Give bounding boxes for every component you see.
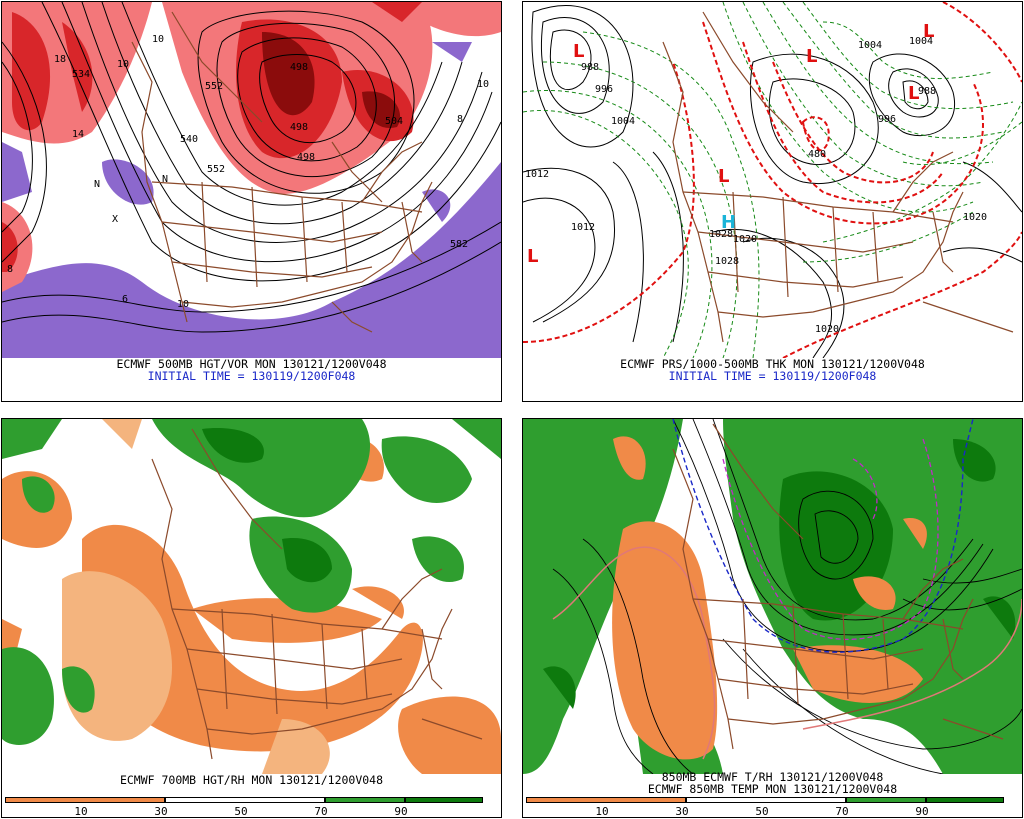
panel-title: ECMWF PRS/1000-500MB THK MON 130121/1200… bbox=[620, 357, 925, 371]
svg-text:L: L bbox=[573, 41, 584, 62]
svg-text:1028: 1028 bbox=[709, 229, 733, 240]
temp850-map bbox=[523, 419, 1022, 774]
panel-pressure-thickness: H L L L L L L 988 996 1004 1012 1012 1020 10… bbox=[522, 1, 1023, 402]
scale-tick: 90 bbox=[394, 805, 408, 818]
svg-text:L: L bbox=[718, 166, 729, 187]
svg-text:504: 504 bbox=[385, 116, 403, 127]
svg-text:498: 498 bbox=[290, 62, 308, 73]
initial-time: INITIAL TIME = 130119/1200F048 bbox=[147, 369, 356, 383]
svg-text:1004: 1004 bbox=[611, 116, 635, 127]
scale-tick: 30 bbox=[154, 805, 168, 818]
svg-text:18: 18 bbox=[54, 54, 66, 65]
svg-text:L: L bbox=[908, 83, 919, 104]
svg-text:552: 552 bbox=[207, 164, 225, 175]
svg-text:10: 10 bbox=[477, 79, 489, 90]
scale-tick: 10 bbox=[595, 805, 609, 818]
svg-text:1020: 1020 bbox=[733, 234, 757, 245]
scale-tick: 70 bbox=[314, 805, 328, 818]
svg-text:N: N bbox=[162, 174, 168, 185]
svg-text:552: 552 bbox=[205, 81, 223, 92]
panel-subtitle: ECMWF 850MB TEMP MON 130121/1200V048 bbox=[647, 782, 898, 796]
panel-700mb-height-rh: ECMWF 700MB HGT/RH MON 130121/1200V048 1… bbox=[1, 418, 502, 818]
svg-text:H: H bbox=[721, 212, 736, 233]
svg-text:1012: 1012 bbox=[525, 169, 549, 180]
svg-text:10: 10 bbox=[152, 34, 164, 45]
svg-text:L: L bbox=[527, 246, 538, 267]
rh700-map bbox=[2, 419, 501, 774]
svg-text:582: 582 bbox=[450, 239, 468, 250]
svg-text:1004: 1004 bbox=[909, 36, 933, 47]
vorticity-map: 534 540 552 582 552 498 498 498 504 10 18 10 10 6… bbox=[2, 2, 501, 358]
svg-text:X: X bbox=[112, 214, 118, 225]
svg-text:498: 498 bbox=[290, 122, 308, 133]
svg-text:10: 10 bbox=[177, 299, 189, 310]
pressure-map: H L L L L L L 988 996 1004 1012 1012 1020 10… bbox=[523, 2, 1022, 358]
scale-tick: 70 bbox=[835, 805, 849, 818]
svg-text:996: 996 bbox=[595, 84, 613, 95]
svg-text:6: 6 bbox=[122, 294, 128, 305]
rh-color-scale bbox=[5, 797, 483, 803]
panel-title: ECMWF 700MB HGT/RH MON 130121/1200V048 bbox=[119, 773, 384, 787]
svg-text:L: L bbox=[806, 46, 817, 67]
svg-text:N: N bbox=[94, 179, 100, 190]
scale-tick: 90 bbox=[915, 805, 929, 818]
svg-text:8: 8 bbox=[7, 264, 13, 275]
panel-title: ECMWF 500MB HGT/VOR MON 130121/1200V048 bbox=[116, 357, 387, 371]
panel-title: 850MB ECMWF T/RH 130121/1200V048 bbox=[661, 770, 884, 784]
svg-text:498: 498 bbox=[297, 152, 315, 163]
svg-text:996: 996 bbox=[878, 114, 896, 125]
scale-tick: 50 bbox=[755, 805, 769, 818]
svg-text:540: 540 bbox=[180, 134, 198, 145]
svg-text:988: 988 bbox=[581, 62, 599, 73]
svg-text:L: L bbox=[923, 21, 934, 42]
svg-text:534: 534 bbox=[72, 69, 90, 80]
panel-850mb-temp-rh: 850MB ECMWF T/RH 130121/1200V048 ECMWF 8… bbox=[522, 418, 1023, 818]
svg-text:480: 480 bbox=[808, 149, 826, 160]
scale-tick: 30 bbox=[675, 805, 689, 818]
svg-text:8: 8 bbox=[457, 114, 463, 125]
initial-time: INITIAL TIME = 130119/1200F048 bbox=[668, 369, 877, 383]
svg-text:1004: 1004 bbox=[858, 40, 882, 51]
scale-tick: 10 bbox=[74, 805, 88, 818]
svg-text:1012: 1012 bbox=[571, 222, 595, 233]
svg-text:10: 10 bbox=[117, 59, 129, 70]
svg-text:1020: 1020 bbox=[963, 212, 987, 223]
svg-text:1028: 1028 bbox=[715, 256, 739, 267]
scale-tick: 50 bbox=[234, 805, 248, 818]
rh-color-scale bbox=[526, 797, 1004, 803]
panel-500mb-height-vorticity: 534 540 552 582 552 498 498 498 504 10 18 10 10 6… bbox=[1, 1, 502, 402]
svg-text:988: 988 bbox=[918, 86, 936, 97]
svg-text:1020: 1020 bbox=[815, 324, 839, 335]
svg-text:14: 14 bbox=[72, 129, 84, 140]
